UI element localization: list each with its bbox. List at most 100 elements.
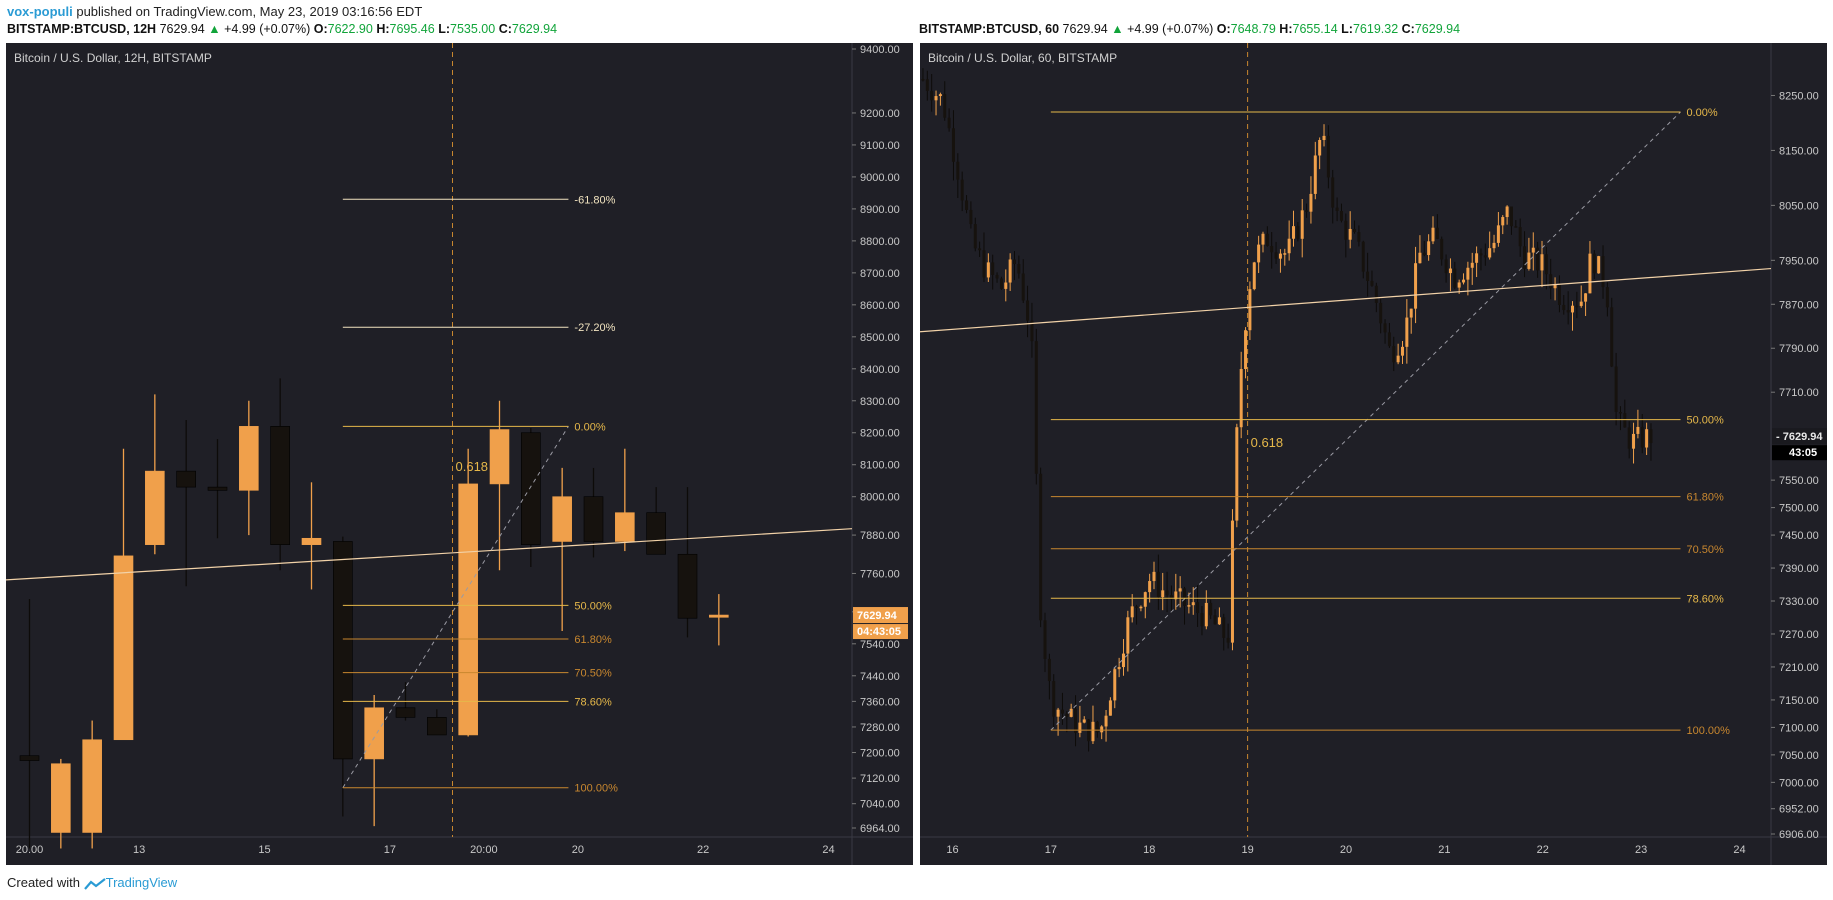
- right-ticker-close: 7629.94: [1414, 22, 1461, 36]
- bearish-candle: [1012, 259, 1016, 265]
- bullish-candle: [239, 426, 259, 491]
- x-tick-label: 16: [946, 844, 958, 856]
- bearish-candle: [1549, 274, 1553, 289]
- bullish-candle: [1283, 253, 1287, 255]
- left-candlestick-chart[interactable]: Bitcoin / U.S. Dollar, 12H, BITSTAMP 9400…: [5, 43, 913, 865]
- bearish-candle: [1453, 268, 1457, 288]
- bullish-candle: [145, 470, 165, 545]
- right-chart-panel[interactable]: Bitcoin / U.S. Dollar, 60, BITSTAMP 8250.…: [919, 43, 1827, 865]
- bearish-candle: [1039, 473, 1043, 621]
- y-tick-label: 7790.00: [1779, 343, 1819, 355]
- bullish-candle: [1078, 722, 1082, 733]
- author-name[interactable]: vox-populi: [7, 4, 73, 19]
- right-ticker-low: 7619.32: [1352, 22, 1399, 36]
- left-ticker-low: 7535.00: [450, 22, 496, 36]
- bearish-candle: [1043, 620, 1047, 659]
- bullish-candle: [1488, 248, 1492, 258]
- bearish-candle: [1422, 252, 1426, 256]
- bearish-candle: [1326, 135, 1330, 178]
- fib-level-label: 100.00%: [1686, 725, 1730, 737]
- bearish-candle: [1566, 310, 1570, 313]
- bearish-candle: [1509, 206, 1513, 227]
- bearish-candle: [1374, 285, 1378, 303]
- x-tick-label: 20: [572, 844, 584, 856]
- fib-level-label: 0.00%: [574, 421, 605, 433]
- bearish-candle: [1047, 658, 1051, 682]
- y-tick-label: 9000.00: [860, 172, 900, 184]
- y-tick-label: 9200.00: [860, 108, 900, 120]
- bearish-candle: [943, 94, 947, 118]
- bearish-candle: [1392, 346, 1396, 363]
- fib-diagonal-line: [1050, 111, 1681, 731]
- x-tick-label: 17: [1045, 844, 1057, 856]
- bearish-candle: [1623, 413, 1627, 428]
- countdown-box: [1772, 445, 1827, 461]
- y-tick-label: 8100.00: [860, 460, 900, 472]
- bearish-candle: [270, 426, 290, 545]
- bearish-candle: [991, 262, 995, 275]
- bearish-candle: [1200, 613, 1204, 627]
- bullish-candle: [1161, 590, 1165, 598]
- countdown-label: 04:43:05: [857, 626, 901, 638]
- bearish-candle: [1265, 233, 1269, 246]
- y-tick-label: 8150.00: [1779, 145, 1819, 157]
- bullish-candle: [1152, 571, 1156, 582]
- bearish-candle: [1605, 287, 1609, 308]
- y-tick-label: 7450.00: [1779, 530, 1819, 542]
- bearish-candle: [1544, 254, 1548, 275]
- bullish-candle: [1405, 317, 1409, 347]
- y-tick-label: 6906.00: [1779, 829, 1819, 841]
- bullish-candle: [1008, 259, 1012, 283]
- bearish-candle: [1370, 280, 1374, 286]
- bullish-candle: [1244, 330, 1248, 369]
- y-tick-label: 7870.00: [1779, 299, 1819, 311]
- bearish-candle: [1135, 606, 1139, 608]
- left-chart-panel[interactable]: Bitcoin / U.S. Dollar, 12H, BITSTAMP 9400…: [5, 43, 913, 865]
- x-tick-label: 22: [697, 844, 709, 856]
- bearish-candle: [1444, 259, 1448, 274]
- bullish-candle: [1278, 253, 1282, 259]
- bearish-candle: [1213, 615, 1217, 625]
- bearish-candle: [1165, 590, 1169, 596]
- bearish-candle: [978, 248, 982, 251]
- fib-time-marker-label: 0.618: [1251, 435, 1284, 450]
- bullish-candle: [1348, 228, 1352, 240]
- bearish-candle: [951, 128, 955, 162]
- left-ticker-symbol: BITSTAMP:BTCUSD, 12H: [7, 22, 157, 36]
- bullish-candle: [1113, 669, 1117, 701]
- fib-level-label: 70.50%: [1686, 544, 1724, 556]
- bearish-candle: [1209, 602, 1213, 616]
- bullish-candle: [1636, 426, 1640, 434]
- bullish-candle: [1632, 433, 1636, 449]
- bullish-candle: [1139, 606, 1143, 609]
- y-tick-label: 6964.00: [860, 823, 900, 835]
- bearish-candle: [1065, 713, 1069, 717]
- bearish-candle: [1331, 177, 1335, 208]
- right-candlestick-chart[interactable]: Bitcoin / U.S. Dollar, 60, BITSTAMP 8250.…: [919, 43, 1827, 865]
- bearish-candle: [960, 179, 964, 201]
- x-tick-label: 23: [1635, 844, 1647, 856]
- y-tick-label: 9100.00: [860, 140, 900, 152]
- bullish-candle: [1248, 289, 1252, 331]
- bullish-candle: [51, 763, 71, 833]
- bullish-candle: [1414, 263, 1418, 309]
- bullish-candle: [1540, 254, 1544, 271]
- y-tick-label: 8000.00: [860, 492, 900, 504]
- y-tick-label: 7440.00: [860, 671, 900, 683]
- countdown-label: 43:05: [1789, 447, 1817, 459]
- bearish-candle: [1034, 341, 1038, 474]
- bullish-candle: [1235, 427, 1239, 521]
- bullish-candle: [82, 739, 102, 833]
- tradingview-brand-link[interactable]: TradingView: [105, 875, 178, 890]
- left-ticker-line: BITSTAMP:BTCUSD, 12H 7629.94 ▲ +4.99 (+0…: [7, 22, 558, 36]
- y-tick-label: 7280.00: [860, 722, 900, 734]
- bullish-candle: [1056, 709, 1060, 717]
- bearish-candle: [1518, 227, 1522, 247]
- bullish-candle: [938, 94, 942, 97]
- bearish-candle: [1274, 252, 1278, 259]
- bearish-candle: [1640, 426, 1644, 448]
- bearish-candle: [1017, 264, 1021, 274]
- bearish-candle: [1357, 232, 1361, 242]
- bullish-candle: [1496, 225, 1500, 243]
- y-tick-label: 8600.00: [860, 300, 900, 312]
